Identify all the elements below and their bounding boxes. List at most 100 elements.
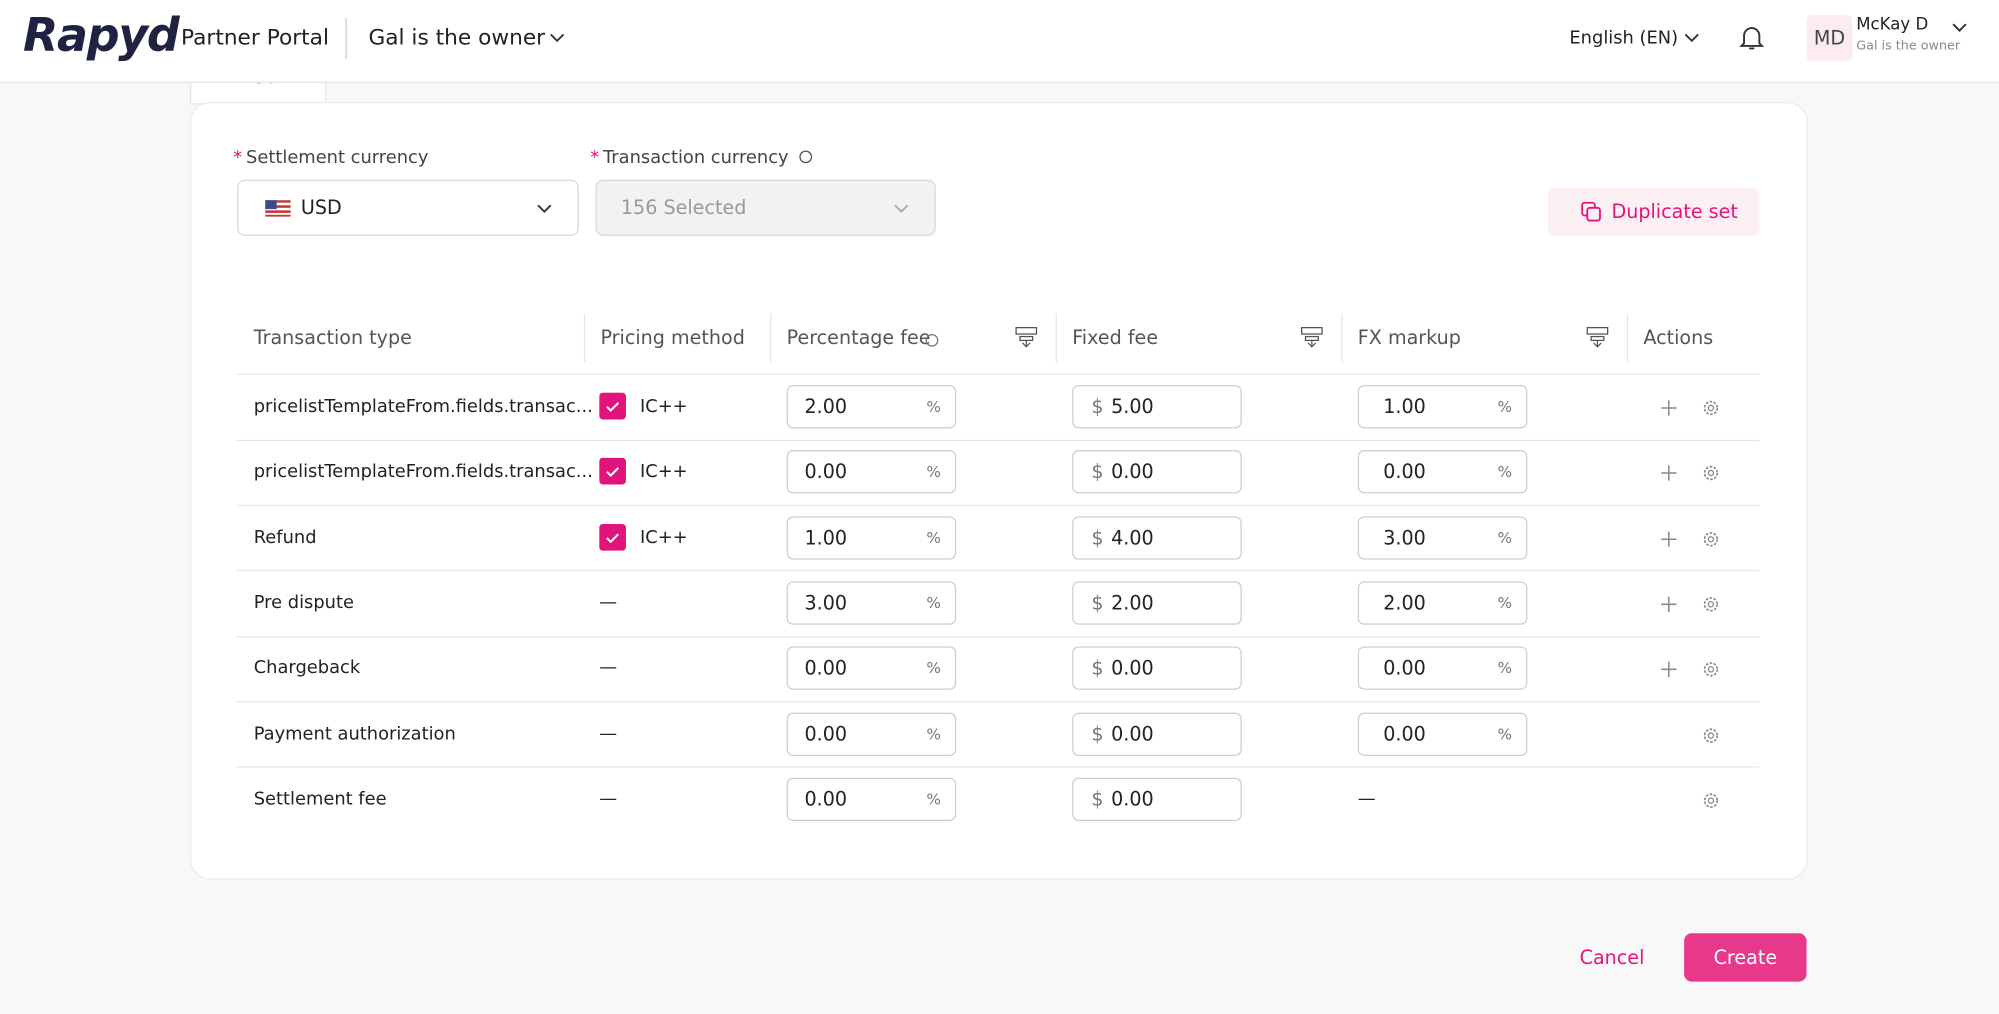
pricing-method: IC++ xyxy=(639,527,688,548)
fixed-input[interactable]: $0.00 xyxy=(1072,777,1242,821)
portal-name: Partner Portal xyxy=(181,25,329,51)
fixed-input[interactable]: $2.00 xyxy=(1072,581,1242,625)
chevron xyxy=(550,33,565,43)
pricing-method: — xyxy=(599,788,618,810)
checkbox[interactable] xyxy=(599,458,626,490)
add-icon[interactable] xyxy=(1660,398,1678,422)
checkbox[interactable] xyxy=(599,523,626,555)
input-value: 0.00 xyxy=(804,787,848,811)
row-divider xyxy=(237,570,1760,572)
bulk-edit-icon[interactable] xyxy=(1015,325,1038,353)
cancel-button[interactable]: Cancel xyxy=(1579,945,1645,969)
fixed-input[interactable]: $0.00 xyxy=(1072,712,1242,756)
percentage-input[interactable]: 0.00% xyxy=(786,777,957,821)
settings-icon-glyph xyxy=(1703,662,1719,677)
percent-unit: % xyxy=(1497,463,1513,482)
label-text: Transaction currency xyxy=(603,147,789,169)
fixed-input[interactable]: $5.00 xyxy=(1072,385,1242,429)
percentage-input[interactable]: 0.00% xyxy=(786,712,957,756)
column-divider xyxy=(1341,313,1343,363)
bulk-edit-icon[interactable] xyxy=(1586,325,1609,353)
settlement-select[interactable]: USD xyxy=(237,179,579,236)
settings-icon[interactable] xyxy=(1702,398,1720,422)
user-name: McKay D xyxy=(1856,15,1929,35)
bulk-edit-icon[interactable] xyxy=(1300,325,1323,353)
notifications-icon[interactable] xyxy=(1739,24,1765,52)
column-header: Pricing method xyxy=(600,326,745,350)
fx-input[interactable]: 3.00% xyxy=(1357,515,1528,560)
settings-icon-glyph xyxy=(1703,727,1719,743)
input-value: 0.00 xyxy=(1383,722,1426,746)
percentage-input[interactable]: 0.00% xyxy=(786,450,957,494)
help-icon[interactable] xyxy=(924,329,939,353)
settings-icon[interactable] xyxy=(1702,659,1720,683)
settings-icon[interactable] xyxy=(1702,529,1720,553)
row-divider xyxy=(237,373,1760,375)
percentage-input[interactable]: 1.00% xyxy=(786,515,957,560)
input-value: 3.00 xyxy=(804,591,848,615)
input-value: 2.00 xyxy=(1111,591,1154,615)
fx-input[interactable]: 0.00% xyxy=(1357,712,1528,756)
input-value: 0.00 xyxy=(804,656,848,680)
column-header: FX markup xyxy=(1357,326,1461,350)
field-label: * Settlement currency xyxy=(233,148,428,168)
fx-input[interactable]: 2.00% xyxy=(1357,581,1528,625)
transaction-type: Pre dispute xyxy=(253,592,354,614)
add-icon-glyph xyxy=(1661,596,1677,612)
settings-icon[interactable] xyxy=(1702,594,1720,618)
percentage-input[interactable]: 2.00% xyxy=(786,385,957,429)
column-divider xyxy=(770,313,772,363)
avatar[interactable]: MD xyxy=(1806,15,1853,62)
percent-unit: % xyxy=(926,528,941,547)
add-icon[interactable] xyxy=(1660,463,1678,487)
fixed-input[interactable]: $0.00 xyxy=(1072,450,1242,494)
create-button[interactable]: Create xyxy=(1684,933,1807,982)
chevron xyxy=(894,204,909,213)
required-mark: * xyxy=(233,147,243,169)
settings-icon-glyph xyxy=(1703,596,1719,612)
column-divider xyxy=(1626,313,1629,363)
checkbox[interactable] xyxy=(599,392,626,425)
fixed-input[interactable]: $4.00 xyxy=(1072,515,1242,560)
fx-input[interactable]: 0.00% xyxy=(1357,646,1528,690)
chevron xyxy=(537,204,552,213)
percent-unit: % xyxy=(926,659,941,678)
fx-input[interactable]: 0.00% xyxy=(1357,450,1528,494)
add-icon-glyph xyxy=(1661,400,1677,416)
currency-symbol: $ xyxy=(1091,787,1104,811)
help-icon[interactable] xyxy=(798,149,813,164)
duplicate-button[interactable]: Duplicate set xyxy=(1547,187,1760,236)
percentage-input[interactable]: 0.00% xyxy=(786,646,957,690)
input-value: 4.00 xyxy=(1111,526,1154,549)
fixed-input[interactable]: $0.00 xyxy=(1072,646,1242,690)
select-value: USD xyxy=(300,196,342,220)
row-divider xyxy=(237,504,1760,506)
percentage-input[interactable]: 3.00% xyxy=(786,581,957,625)
settings-icon[interactable] xyxy=(1702,790,1720,814)
add-icon[interactable] xyxy=(1660,659,1678,683)
checkbox-glyph xyxy=(599,523,626,551)
currency-symbol: $ xyxy=(1091,395,1104,419)
column-divider xyxy=(1055,313,1057,363)
transaction-select: 156 Selected xyxy=(595,179,936,236)
input-value: 2.00 xyxy=(804,395,848,419)
language-selector[interactable]: English (EN) xyxy=(1569,28,1679,49)
settings-icon[interactable] xyxy=(1702,725,1720,749)
add-icon[interactable] xyxy=(1660,529,1678,553)
fx-input[interactable]: 1.00% xyxy=(1357,385,1528,429)
input-value: 0.00 xyxy=(1111,787,1154,811)
currency-symbol: $ xyxy=(1091,722,1104,746)
org-selector[interactable]: Gal is the owner xyxy=(368,25,546,51)
settings-icon-glyph xyxy=(1703,531,1719,546)
add-icon-glyph xyxy=(1661,531,1677,547)
field-label: * Transaction currency xyxy=(590,148,813,168)
bulk-edit-icon-glyph xyxy=(1586,327,1609,348)
settings-icon[interactable] xyxy=(1702,463,1720,487)
logo[interactable]: Rapyd xyxy=(22,10,180,63)
transaction-type: pricelistTemplateFrom.fields.transac... xyxy=(253,461,593,483)
column-header: Percentage fee xyxy=(786,326,931,350)
transaction-type: Settlement fee xyxy=(253,788,387,810)
add-icon[interactable] xyxy=(1660,594,1678,618)
select-value: 156 Selected xyxy=(620,196,747,220)
